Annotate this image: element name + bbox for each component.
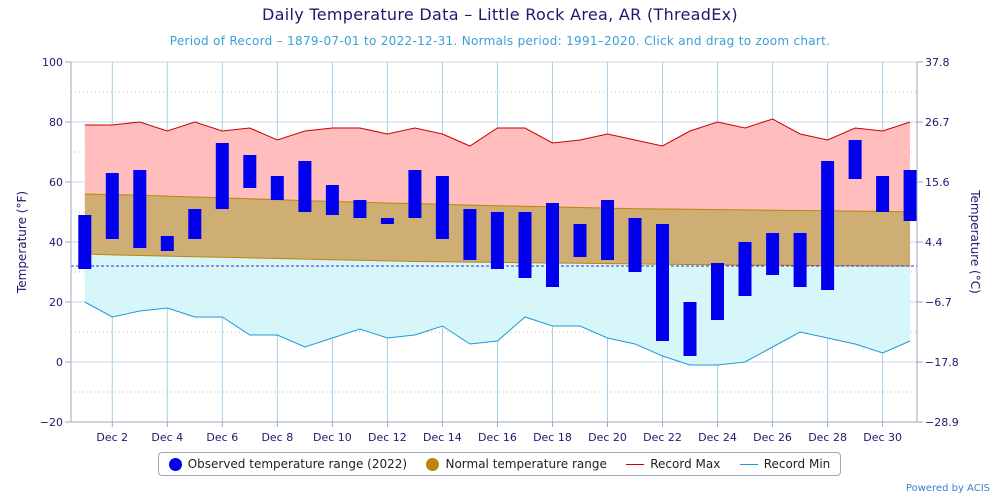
observed-bar-dec-21[interactable] xyxy=(628,218,642,272)
observed-bar-dec-7[interactable] xyxy=(243,155,257,188)
x-tick-label: Dec 28 xyxy=(808,431,847,444)
legend-swatch-record-min xyxy=(739,463,758,465)
legend-item-record-max[interactable]: Record Max xyxy=(626,457,720,471)
y-axis-title-left: Temperature (°F) xyxy=(15,191,29,294)
y-tick-label-left: −20 xyxy=(40,416,63,429)
y-tick-label-left: 40 xyxy=(49,236,63,249)
x-tick-label: Dec 2 xyxy=(96,431,128,444)
record-min-area xyxy=(84,254,911,365)
x-tick-label: Dec 30 xyxy=(863,431,902,444)
legend-item-observed[interactable]: Observed temperature range (2022) xyxy=(168,457,408,471)
record-min-line xyxy=(84,301,911,366)
observed-bar-dec-1[interactable] xyxy=(78,215,92,269)
x-tick-label: Dec 18 xyxy=(533,431,572,444)
legend-label-normal: Normal temperature range xyxy=(445,457,607,471)
y-tick-label-right: −28.9 xyxy=(925,416,959,429)
legend-item-record-min[interactable]: Record Min xyxy=(739,457,831,471)
observed-bar-dec-11[interactable] xyxy=(353,200,367,218)
y-tick-label-left: 60 xyxy=(49,176,63,189)
x-tick-label: Dec 8 xyxy=(261,431,293,444)
observed-bar-dec-27[interactable] xyxy=(793,233,807,287)
x-tick-label: Dec 10 xyxy=(313,431,352,444)
y-tick-label-left: 20 xyxy=(49,296,63,309)
chart-legend: Observed temperature range (2022) Normal… xyxy=(158,452,841,476)
record-max-line xyxy=(84,118,911,147)
observed-bar-dec-10[interactable] xyxy=(325,185,339,215)
legend-label-record-min: Record Min xyxy=(763,457,831,471)
observed-bar-dec-6[interactable] xyxy=(215,143,229,209)
chart-title: Daily Temperature Data – Little Rock Are… xyxy=(262,5,738,24)
x-tick-label: Dec 4 xyxy=(151,431,183,444)
observed-bar-dec-29[interactable] xyxy=(848,140,862,179)
legend-swatch-observed xyxy=(168,457,182,471)
observed-bar-dec-15[interactable] xyxy=(463,209,477,260)
observed-bar-dec-28[interactable] xyxy=(821,161,835,290)
y-tick-label-right: 37.8 xyxy=(925,56,950,69)
x-tick-label: Dec 16 xyxy=(478,431,517,444)
chart-subtitle: Period of Record – 1879-07-01 to 2022-12… xyxy=(169,34,831,48)
observed-bar-dec-20[interactable] xyxy=(601,200,614,260)
x-tick-label: Dec 22 xyxy=(643,431,682,444)
legend-swatch-normal xyxy=(426,457,440,471)
observed-bar-dec-12[interactable] xyxy=(380,218,394,224)
y-tick-label-right: 15.6 xyxy=(925,176,950,189)
x-tick-label: Dec 12 xyxy=(368,431,407,444)
observed-bar-dec-5[interactable] xyxy=(188,209,202,239)
observed-bar-dec-17[interactable] xyxy=(518,212,532,278)
legend-swatch-record-max xyxy=(626,463,645,465)
y-tick-label-right: 4.4 xyxy=(925,236,943,249)
y-tick-label-right: −6.7 xyxy=(925,296,952,309)
x-tick-label: Dec 26 xyxy=(753,431,792,444)
y-tick-label-left: 100 xyxy=(42,56,63,69)
observed-bar-dec-22[interactable] xyxy=(656,224,669,341)
observed-bar-dec-26[interactable] xyxy=(766,233,780,275)
y-tick-label-right: 26.7 xyxy=(925,116,950,129)
observed-bar-dec-4[interactable] xyxy=(160,236,174,251)
observed-bar-dec-31[interactable] xyxy=(903,170,917,221)
observed-bar-dec-19[interactable] xyxy=(573,224,587,257)
legend-item-normal[interactable]: Normal temperature range xyxy=(426,457,607,471)
observed-bar-dec-2[interactable] xyxy=(105,173,119,239)
y-axis-title-right: Temperature (°C) xyxy=(968,189,982,294)
record-max-area xyxy=(84,119,911,212)
observed-bar-dec-9[interactable] xyxy=(298,161,312,212)
observed-bar-dec-13[interactable] xyxy=(408,170,422,218)
legend-label-record-max: Record Max xyxy=(650,457,721,471)
observed-bar-dec-25[interactable] xyxy=(738,242,752,296)
y-tick-label-right: −17.8 xyxy=(925,356,959,369)
observed-bar-dec-18[interactable] xyxy=(546,203,559,287)
legend-label-observed: Observed temperature range (2022) xyxy=(187,457,408,471)
observed-bar-dec-30[interactable] xyxy=(876,176,890,212)
observed-bar-dec-3[interactable] xyxy=(133,170,147,248)
x-tick-label: Dec 14 xyxy=(423,431,462,444)
x-tick-label: Dec 20 xyxy=(588,431,627,444)
powered-by-link[interactable]: Powered by ACIS xyxy=(905,483,990,494)
y-tick-label-left: 80 xyxy=(49,116,63,129)
x-tick-label: Dec 24 xyxy=(698,431,737,444)
y-tick-label-left: 0 xyxy=(56,356,63,369)
observed-bar-dec-14[interactable] xyxy=(435,176,449,239)
observed-bar-dec-24[interactable] xyxy=(711,263,724,320)
x-tick-label: Dec 6 xyxy=(206,431,238,444)
observed-bar-dec-23[interactable] xyxy=(683,302,697,356)
observed-bar-dec-8[interactable] xyxy=(270,176,284,200)
observed-bar-dec-16[interactable] xyxy=(490,212,504,269)
